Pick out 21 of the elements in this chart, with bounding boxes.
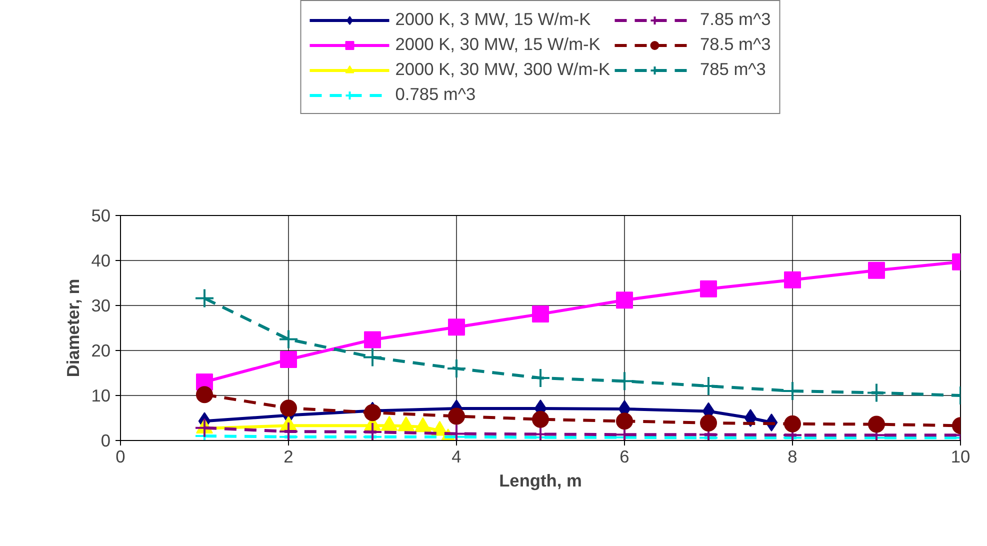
y-tick-label: 50 [91,206,111,226]
y-tick-label: 40 [91,250,111,270]
x-tick-label: 6 [620,446,630,466]
x-tick-label: 4 [452,446,462,466]
x-tick-label: 2 [284,446,294,466]
legend-label: 785 m^3 [700,59,766,80]
x-axis-title: Length, m [499,470,582,490]
legend-label: 0.785 m^3 [395,84,476,105]
y-tick-label: 30 [91,296,111,316]
y-tick-label: 10 [91,386,111,406]
y-tick-label: 0 [100,430,111,450]
legend-label: 78.5 m^3 [700,34,771,55]
legend-label: 2000 K, 30 MW, 15 W/m-K [395,34,600,55]
x-tick-label: 8 [788,446,798,466]
legend-label: 2000 K, 3 MW, 15 W/m-K [395,9,591,30]
legend-label: 7.85 m^3 [700,9,771,30]
y-tick-label: 20 [91,340,111,360]
x-tick-label: 0 [116,446,126,466]
legend-label: 2000 K, 30 MW, 300 W/m-K [395,59,610,80]
x-tick-label: 10 [950,446,970,466]
y-axis-title: Diameter, m [63,278,84,378]
